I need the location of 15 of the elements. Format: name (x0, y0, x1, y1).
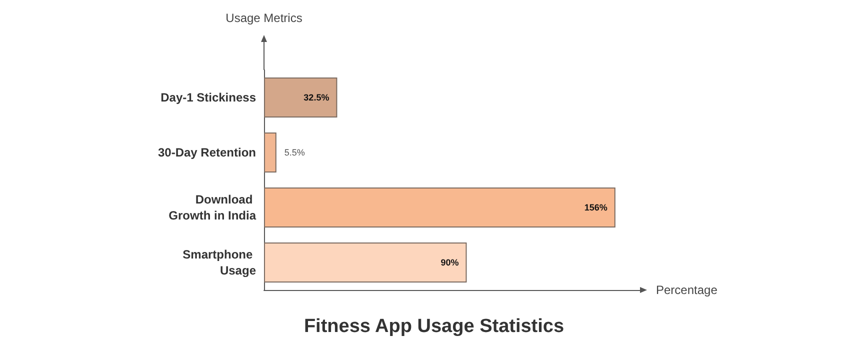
bar (264, 132, 276, 172)
data-label: 90% (440, 258, 459, 268)
text: Fitness App Usage Statistics (304, 316, 564, 337)
bar (264, 188, 616, 228)
bar (264, 78, 338, 118)
data-label: 156% (584, 202, 608, 212)
y-axis-title: Usage Metrics (226, 11, 302, 25)
data-label: 5.5% (284, 148, 305, 158)
x-axis-title: Percentage (656, 283, 718, 297)
y-tick-label: Day-1 Stickiness (160, 90, 256, 104)
y-tick-label: Smartphone Usage (182, 248, 256, 278)
y-tick-label: Download Growth in India (168, 192, 256, 222)
data-label: 32.5% (304, 92, 330, 102)
bar (264, 242, 467, 282)
y-tick-label: 30-Day Retention (158, 146, 256, 160)
